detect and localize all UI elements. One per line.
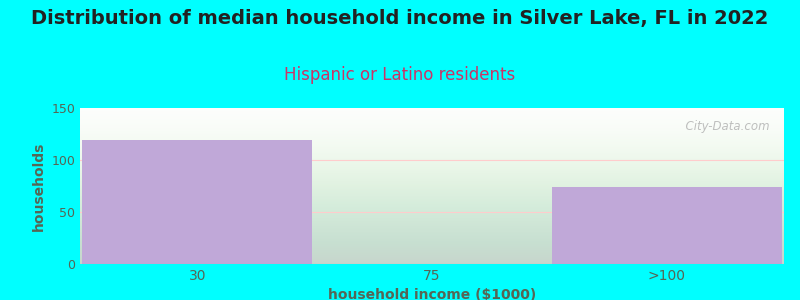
Bar — [82, 140, 312, 264]
Text: Hispanic or Latino residents: Hispanic or Latino residents — [284, 66, 516, 84]
Bar — [552, 187, 782, 264]
X-axis label: household income ($1000): household income ($1000) — [328, 288, 536, 300]
Text: Distribution of median household income in Silver Lake, FL in 2022: Distribution of median household income … — [31, 9, 769, 28]
Y-axis label: households: households — [32, 141, 46, 231]
Text: City-Data.com: City-Data.com — [678, 121, 770, 134]
